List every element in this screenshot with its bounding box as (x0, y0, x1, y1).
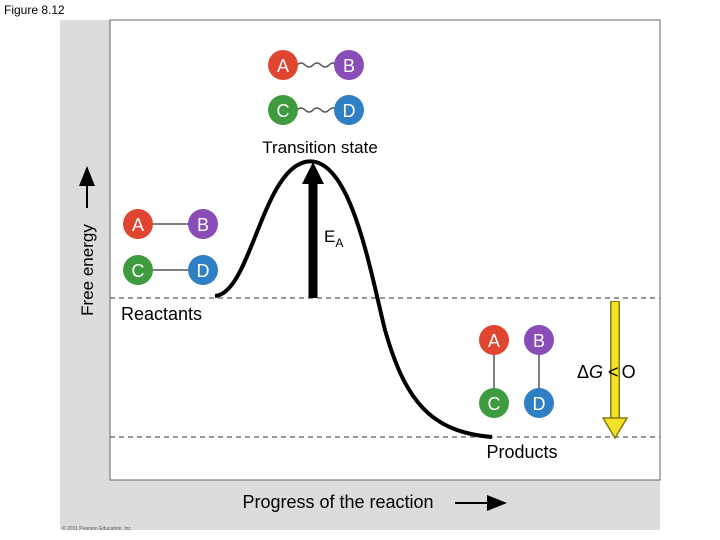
transition-state-molecules: A B C D (268, 50, 364, 125)
products-label: Products (486, 442, 557, 462)
activation-energy-label: EA (324, 227, 343, 250)
copyright-credit: © 2011 Pearson Education, Inc. (62, 526, 133, 532)
molecule-c-product (479, 388, 509, 418)
molecule-b-label: B (197, 215, 209, 235)
molecule-a-label: A (488, 331, 500, 351)
plot-area (109, 19, 661, 481)
molecule-d-label: D (533, 394, 546, 414)
molecule-a-label: A (277, 56, 289, 76)
molecule-a-transition (268, 50, 298, 80)
molecule-b-product (524, 325, 554, 355)
molecule-b-transition (334, 50, 364, 80)
molecule-d-label: D (343, 101, 356, 121)
molecule-d-transition (334, 95, 364, 125)
molecule-c-label: C (277, 101, 290, 121)
molecule-d-product (524, 388, 554, 418)
reactants-label: Reactants (121, 304, 202, 324)
molecule-d-reactant (188, 255, 218, 285)
molecule-c-reactant (123, 255, 153, 285)
transition-state-label: Transition state (262, 138, 378, 157)
molecule-c-label: C (488, 394, 501, 414)
energy-curve (214, 159, 493, 439)
delta-g-label: ΔG < O (577, 362, 636, 382)
molecule-d-label: D (197, 261, 210, 281)
molecule-b-label: B (343, 56, 355, 76)
molecule-b-label: B (533, 331, 545, 351)
molecule-b-reactant (188, 209, 218, 239)
reactant-molecules: A B C D (123, 209, 218, 285)
molecule-c-transition (268, 95, 298, 125)
molecule-a-product (479, 325, 509, 355)
molecule-a-label: A (132, 215, 144, 235)
molecule-c-label: C (132, 261, 145, 281)
wavy-bond-cd (296, 107, 338, 113)
activation-energy-arrowhead (302, 162, 324, 184)
wavy-bond-ab (296, 62, 338, 68)
x-axis-label: Progress of the reaction (242, 492, 433, 512)
molecule-a-reactant (123, 209, 153, 239)
y-axis-label: Free energy (78, 224, 97, 316)
delta-g-arrowhead (601, 417, 629, 440)
figure-label: Figure 8.12 (4, 3, 65, 17)
product-molecules: A B C D (479, 325, 554, 418)
